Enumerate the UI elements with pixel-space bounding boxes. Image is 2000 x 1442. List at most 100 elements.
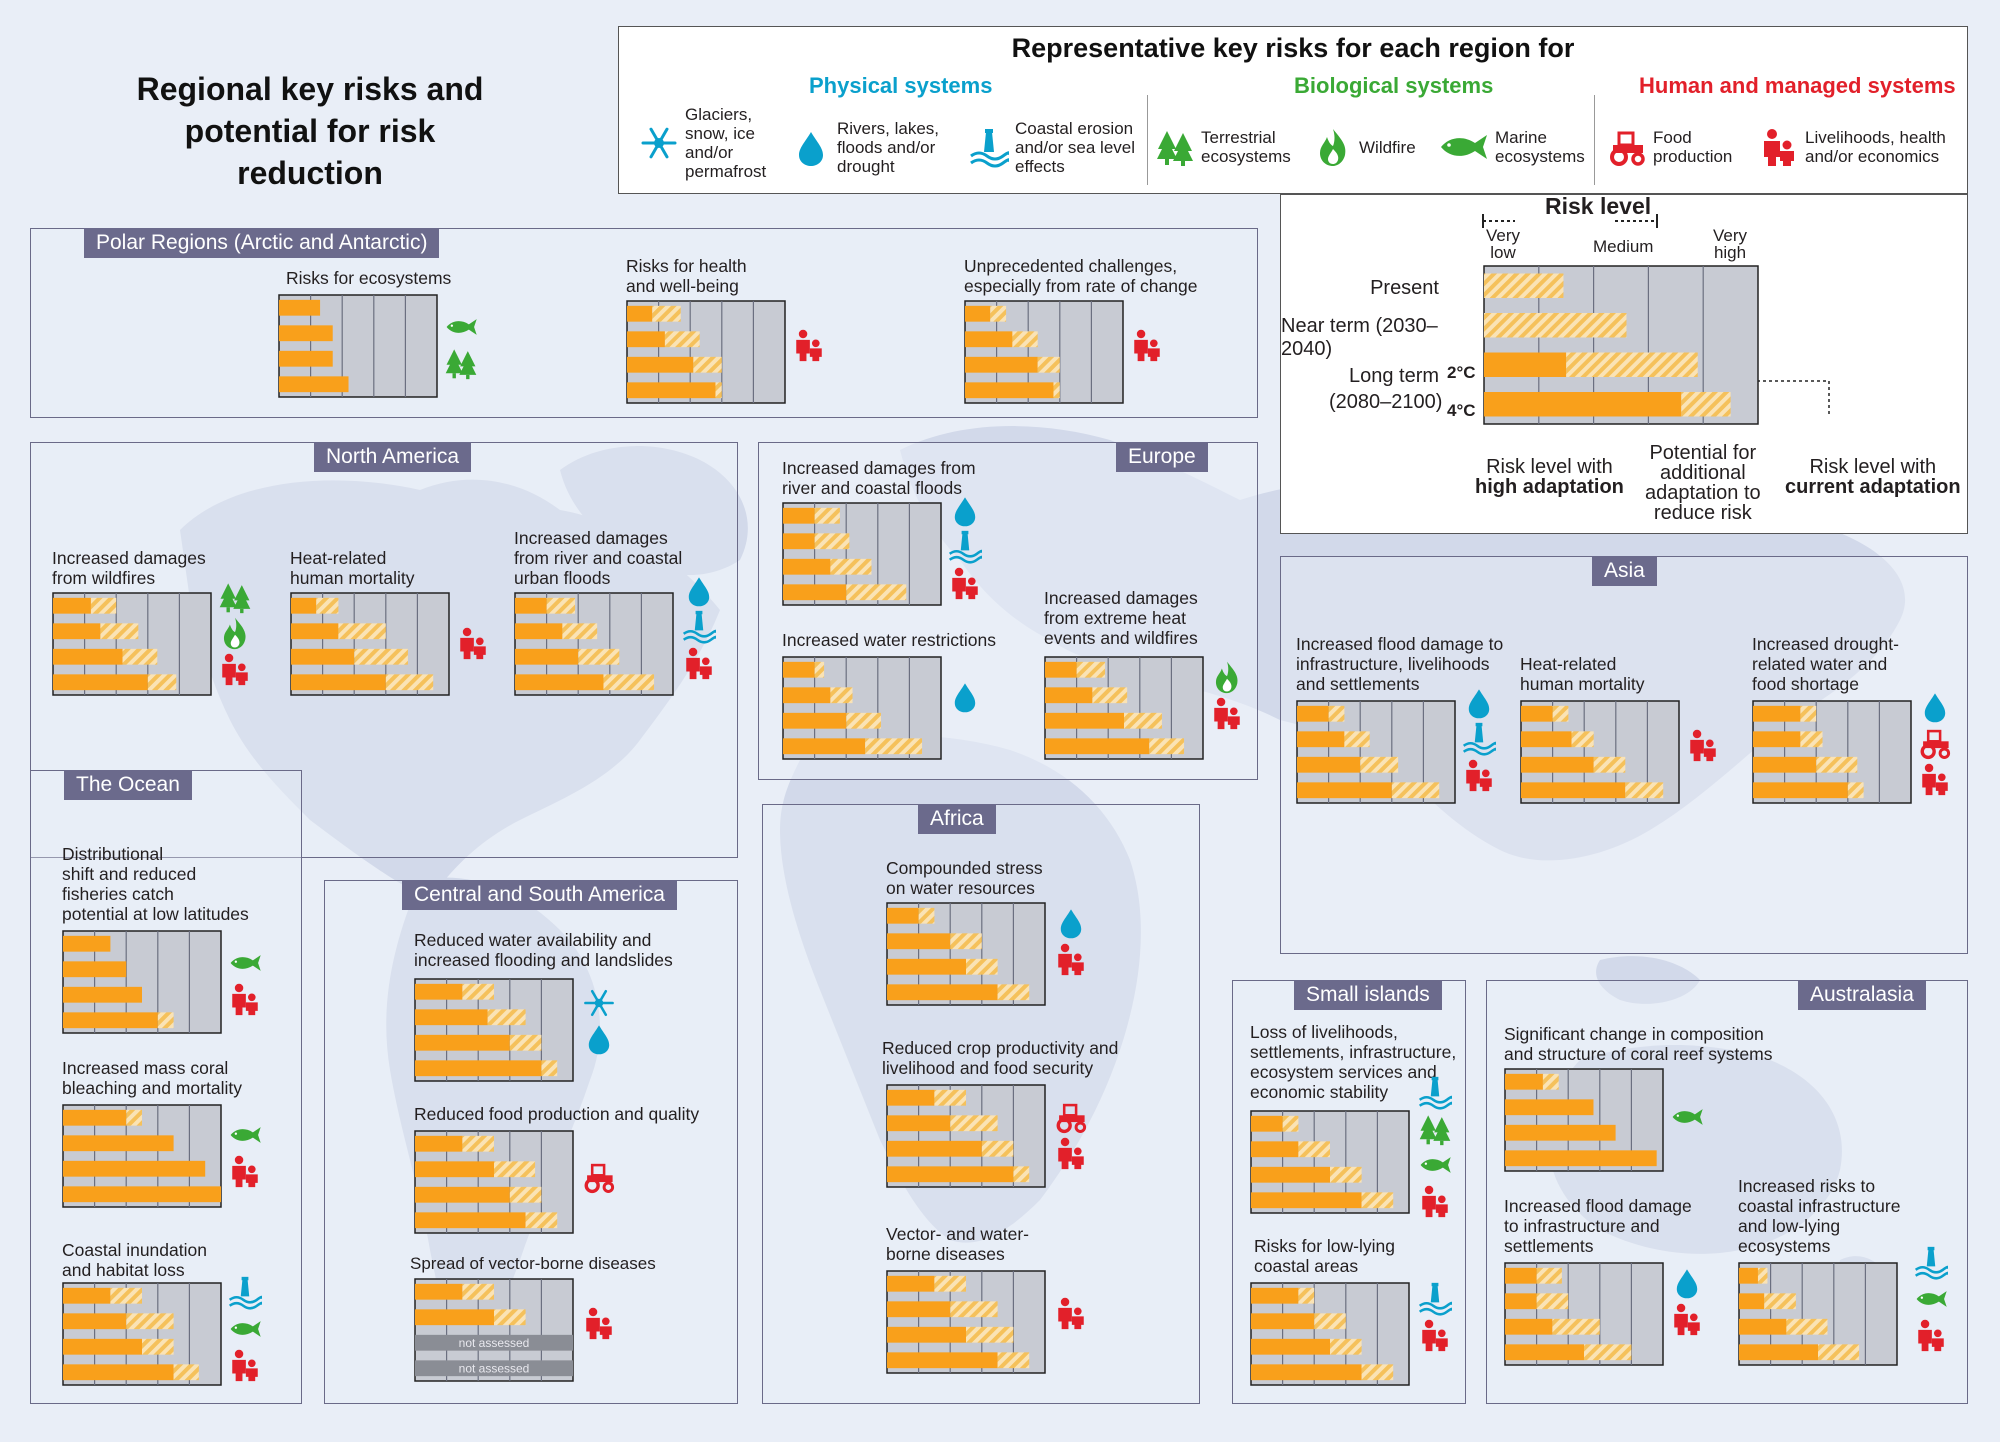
risk-bar-chart	[414, 1130, 574, 1234]
risk-title-line: on water resources	[886, 878, 1035, 898]
legend-line: Glaciers,	[685, 105, 753, 124]
risk-bar-high-adaptation	[291, 623, 339, 640]
risk-bar-adaptation-potential	[1484, 273, 1564, 298]
risk-bar-high-adaptation	[783, 712, 847, 729]
risk-title-line: potential at low latitudes	[62, 904, 249, 924]
risk-bar-adaptation-potential	[997, 984, 1030, 1001]
fish-icon	[230, 1321, 261, 1337]
risk-bar-chart	[1250, 1282, 1410, 1386]
legend-divider	[1147, 95, 1148, 185]
risk-icons	[1418, 1076, 1452, 1220]
risk-bar-high-adaptation	[415, 1186, 510, 1203]
risk-bar-adaptation-potential	[562, 623, 598, 640]
risk-bar-high-adaptation	[1251, 1166, 1330, 1183]
risk-panel	[626, 300, 786, 409]
risk-bar-adaptation-potential	[1571, 731, 1594, 748]
legend-line: Livelihoods, health	[1805, 128, 1946, 147]
risk-bar-high-adaptation	[63, 935, 111, 952]
legend-line: effects	[1015, 157, 1065, 176]
people-icon	[1214, 697, 1240, 730]
risk-bar-adaptation-potential	[1593, 756, 1626, 773]
risk-bar-high-adaptation	[783, 738, 866, 755]
risk-icons	[582, 1306, 616, 1342]
risk-bar-adaptation-potential	[1344, 731, 1370, 748]
risk-bar-high-adaptation	[1521, 782, 1626, 799]
legend-item-label: Coastal erosion and/or sea level effects	[1015, 119, 1135, 176]
risk-title-line: and settlements	[1296, 674, 1420, 694]
legend-line: floods and/or	[837, 138, 936, 157]
risk-panel	[886, 1270, 1046, 1379]
risk-title-line: increased flooding and landslides	[414, 950, 673, 970]
region-label-africa: Africa	[918, 804, 996, 834]
risk-panel	[782, 502, 942, 611]
legend-divider	[1594, 95, 1595, 185]
risk-icons	[1670, 1100, 1704, 1136]
risk-bar-adaptation-potential	[1566, 352, 1698, 377]
fish-icon	[1420, 1157, 1451, 1173]
risk-title-line: Increased damages	[514, 528, 668, 548]
risk-bar-adaptation-potential	[578, 648, 620, 665]
snowflake-icon	[584, 989, 614, 1017]
legend-line: production	[1653, 147, 1733, 166]
risk-key-annotation-line: current adaptation	[1785, 476, 1961, 498]
legend-line: permafrost	[685, 162, 767, 181]
risk-bar-high-adaptation	[1505, 1099, 1594, 1116]
legend-line: and/or economics	[1805, 147, 1940, 166]
risk-bar-adaptation-potential	[1124, 712, 1162, 729]
risk-title-line: coastal areas	[1254, 1256, 1359, 1276]
risk-title: Increased drought-related water and food …	[1752, 634, 1899, 694]
risk-bar-adaptation-potential	[990, 305, 1007, 322]
risk-bar-high-adaptation	[415, 1309, 494, 1326]
risk-bar-adaptation-potential	[173, 1364, 199, 1381]
risk-bar-adaptation-potential	[1328, 705, 1345, 722]
risk-icons	[228, 1118, 262, 1190]
risk-bar-high-adaptation	[63, 1338, 142, 1355]
risk-bar-high-adaptation	[515, 597, 547, 614]
people-icon	[1422, 1319, 1448, 1352]
people-icon	[222, 653, 248, 686]
risk-level-key: Risk level Very low Medium Very high Pre…	[1280, 193, 1968, 534]
risk-bar-adaptation-potential	[100, 623, 139, 640]
fish-icon	[1916, 1291, 1947, 1307]
risk-title-line: Reduced crop productivity and	[882, 1038, 1119, 1058]
risk-title-line: and well-being	[626, 276, 739, 296]
lighthouse-wave-icon	[1914, 1246, 1948, 1280]
risk-title-line: Increased water restrictions	[782, 630, 996, 650]
flame-icon	[1320, 129, 1346, 166]
risk-bar-chart	[1296, 700, 1456, 804]
risk-title-line: coastal infrastructure	[1738, 1196, 1901, 1216]
legend-line: Terrestrial	[1201, 128, 1276, 147]
risk-icons	[1462, 686, 1496, 794]
risk-bar-adaptation-potential	[494, 1309, 526, 1326]
risk-title: Compounded stress on water resources	[886, 858, 1043, 898]
risk-bar-adaptation-potential	[462, 983, 494, 1000]
risk-title: Risks for low-lying coastal areas	[1254, 1236, 1395, 1276]
risk-bar-adaptation-potential	[1536, 1293, 1569, 1310]
risk-bar-high-adaptation	[627, 382, 716, 399]
risk-bar-adaptation-potential	[1536, 1267, 1562, 1284]
risk-bar-adaptation-potential	[997, 1352, 1030, 1369]
risk-panel	[782, 656, 942, 765]
risk-bar-adaptation-potential	[1298, 1287, 1315, 1304]
risk-title-line: Increased damages	[52, 548, 206, 568]
risk-bar-adaptation-potential	[1786, 1318, 1828, 1335]
risk-bar-adaptation-potential	[1298, 1141, 1330, 1158]
risk-title-line: shift and reduced	[62, 864, 197, 884]
risk-title-line: ecosystem services and	[1250, 1062, 1437, 1082]
risk-title-line: and habitat loss	[62, 1260, 185, 1280]
risk-bar-adaptation-potential	[90, 597, 117, 614]
risk-panel	[414, 978, 574, 1087]
risk-bar-adaptation-potential	[462, 1283, 494, 1300]
risk-title: Risks for ecosystems	[286, 268, 451, 288]
risk-title-line: to infrastructure and	[1504, 1216, 1660, 1236]
risk-bar-adaptation-potential	[934, 1275, 966, 1292]
risk-title-line: especially from rate of change	[964, 276, 1198, 296]
legend-line: and/or sea level	[1015, 138, 1136, 157]
region-label-europe: Europe	[1116, 442, 1208, 472]
risk-bar-adaptation-potential	[338, 623, 386, 640]
risk-bar-high-adaptation	[783, 558, 831, 575]
legend-category-physical: Physical systems	[809, 73, 993, 98]
risk-panel	[886, 902, 1046, 1011]
risk-bar-high-adaptation	[1521, 731, 1572, 748]
risk-title: Spread of vector-borne diseases	[410, 1254, 656, 1274]
